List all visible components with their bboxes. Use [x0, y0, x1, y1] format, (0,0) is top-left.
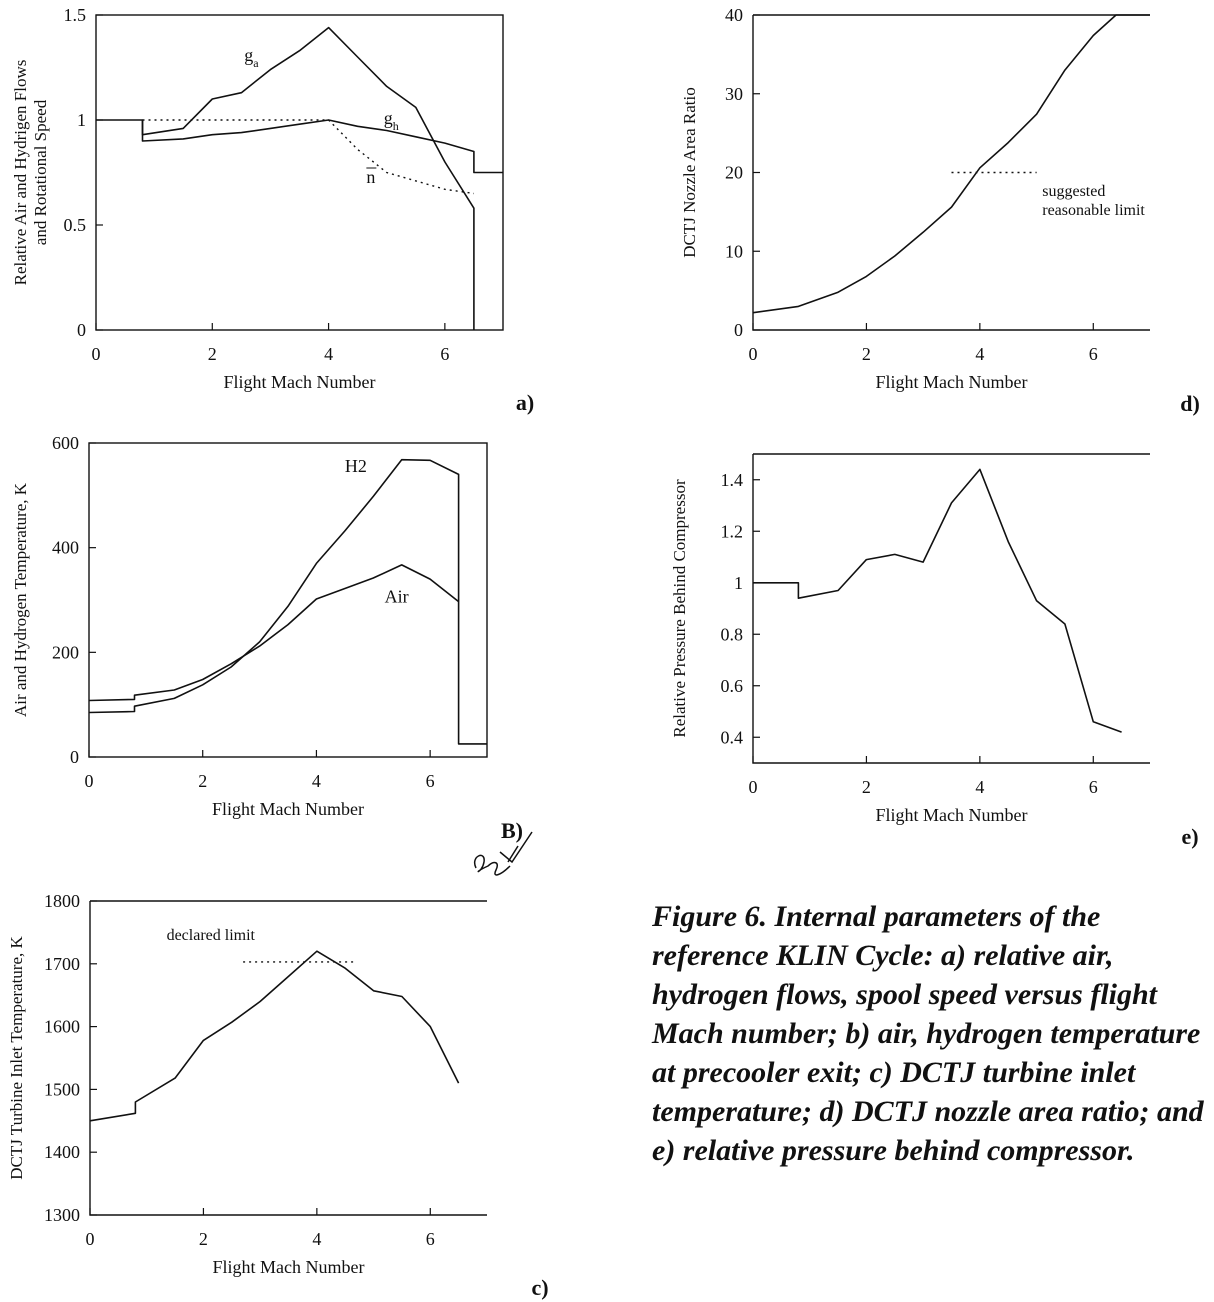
series-line-g-h [141, 119, 503, 174]
y-axis-label: Relative Air and Hydrigen Flows [11, 60, 30, 286]
chart-panel-b: 0 2 4 6 0 200 400 600 Flight Mach Number Air and … [11, 433, 523, 843]
chart-panel-d: 0 2 4 6 0 10 20 30 40 Flight Mach Number DCTJ Nozz… [680, 5, 1200, 416]
y-tick-label: 1 [734, 573, 743, 593]
x-tick-label: 6 [426, 771, 435, 791]
series-line-series-0 [752, 14, 1150, 314]
y-tick-label: 10 [725, 241, 743, 261]
figure-caption: Figure 6. Internal parameters of the ref… [652, 900, 1204, 1167]
x-tick-label: 0 [86, 1229, 95, 1249]
x-axis-label: Flight Mach Number [213, 1257, 365, 1277]
series-line-air [88, 564, 460, 702]
y-tick-label: 1600 [44, 1017, 80, 1037]
x-tick-label: 4 [975, 777, 984, 797]
annotation-label: ga [244, 45, 259, 70]
annotation-label: suggested [1042, 183, 1105, 200]
y-axis-label: and Rotational Speed [31, 99, 50, 245]
annotation-label: declared limit [167, 927, 256, 944]
x-axis-label: Flight Mach Number [876, 805, 1028, 825]
axes-frame [88, 442, 488, 758]
y-tick-label: 1400 [44, 1142, 80, 1162]
series-line-series-0 [753, 468, 1122, 733]
panel-label: d) [1180, 391, 1200, 416]
y-tick-label: 1500 [44, 1079, 80, 1099]
y-axis-label: Relative Pressure Behind Compressor [670, 479, 689, 738]
x-tick-label: 0 [92, 344, 101, 364]
y-tick-label: 0.4 [721, 727, 744, 747]
y-axis-label: DCTJ Nozzle Area Ratio [680, 87, 699, 257]
panel-label: e) [1181, 824, 1198, 849]
x-tick-label: 0 [749, 344, 758, 364]
x-tick-label: 0 [749, 777, 758, 797]
y-tick-label: 0.6 [721, 676, 744, 696]
annotation-label: gh [384, 108, 399, 133]
y-tick-label: 1 [77, 110, 86, 130]
y-tick-label: 600 [52, 433, 79, 453]
series-line-g-a [96, 26, 475, 330]
y-tick-label: 200 [52, 642, 79, 662]
annotation-label: H2 [345, 456, 367, 476]
x-tick-label: 2 [862, 344, 871, 364]
chart-panel-a: 0 2 4 6 0 0.5 1 1.5 Flight Mach Number Relative A… [11, 5, 534, 415]
x-axis-label: Flight Mach Number [876, 372, 1028, 392]
handwritten-mark-icon [473, 831, 533, 876]
y-axis-label: DCTJ Turbine Inlet Temperature, K [7, 936, 26, 1180]
y-tick-label: 1.4 [721, 470, 744, 490]
y-tick-label: 20 [725, 163, 743, 183]
chart-panel-c: 0 2 4 6 1300 1400 1500 1600 1700 1800 Flight Mach … [7, 891, 549, 1300]
x-tick-label: 6 [1089, 777, 1098, 797]
y-tick-label: 1800 [44, 891, 80, 911]
x-tick-label: 4 [312, 771, 321, 791]
panel-label: a) [516, 390, 534, 415]
y-tick-label: 30 [725, 84, 743, 104]
y-tick-label: 0.8 [721, 624, 744, 644]
panel-label: B) [501, 818, 523, 843]
x-tick-label: 2 [862, 777, 871, 797]
panel-label: c) [531, 1275, 548, 1300]
y-tick-label: 1700 [44, 954, 80, 974]
y-tick-label: 40 [725, 5, 743, 25]
x-tick-label: 2 [199, 1229, 208, 1249]
y-tick-label: 1.2 [721, 521, 744, 541]
annotation-label: reasonable limit [1042, 202, 1145, 219]
x-tick-label: 2 [198, 771, 207, 791]
axes-frame [95, 14, 504, 331]
x-tick-label: 4 [324, 344, 333, 364]
chart-panel-e: 0 2 4 6 0.4 0.6 0.8 1 1.2 1.4 Flight Mach Number Re… [670, 453, 1199, 849]
y-axis-label: Air and Hydrogen Temperature, K [11, 482, 30, 717]
x-axis-label: Flight Mach Number [224, 372, 376, 392]
series-line-n [142, 119, 475, 195]
x-axis-label: Flight Mach Number [212, 799, 364, 819]
series-line-h2 [88, 458, 487, 745]
x-tick-label: 6 [1089, 344, 1098, 364]
y-tick-label: 400 [52, 538, 79, 558]
x-tick-label: 6 [440, 344, 449, 364]
y-tick-label: 1300 [44, 1205, 80, 1225]
y-tick-label: 0 [70, 747, 79, 767]
annotation-label: Air [385, 587, 409, 607]
y-tick-label: 1.5 [64, 5, 87, 25]
x-tick-label: 4 [312, 1229, 321, 1249]
y-tick-label: 0 [734, 320, 743, 340]
x-tick-label: 4 [975, 344, 984, 364]
annotation-label: n [366, 167, 375, 187]
series-line-series-0 [89, 950, 460, 1122]
axes-frame [89, 901, 487, 1216]
x-tick-label: 0 [85, 771, 94, 791]
y-tick-label: 0 [77, 320, 86, 340]
axes-frame [752, 454, 1150, 764]
x-tick-label: 6 [426, 1229, 435, 1249]
y-tick-label: 0.5 [64, 215, 87, 235]
x-tick-label: 2 [208, 344, 217, 364]
